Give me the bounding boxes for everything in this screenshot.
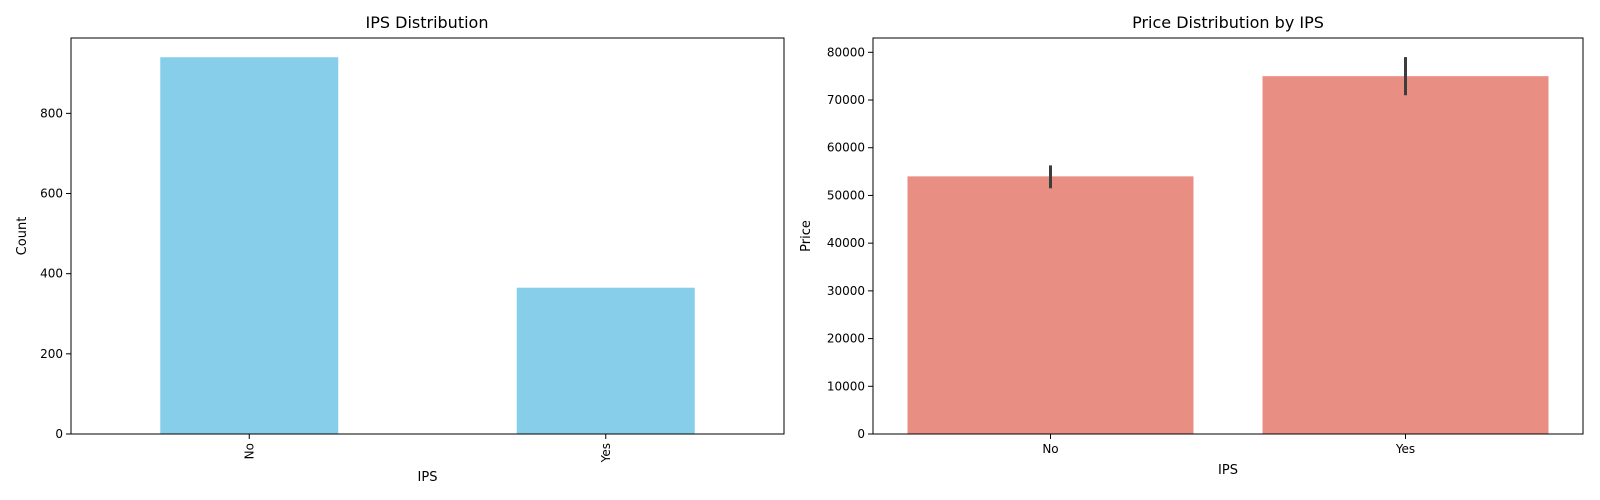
y-tick-label: 600 [40, 187, 63, 201]
bars [160, 57, 695, 435]
error-bars [1049, 57, 1407, 189]
y-axis-ticks: 0 200 400 600 800 [40, 106, 71, 441]
y-axis-ticks: 0 10000 20000 30000 40000 50000 60000 70000 8000… [827, 45, 873, 441]
bar-no [907, 176, 1194, 434]
bar-no [160, 57, 339, 435]
y-tick-label: 400 [40, 267, 63, 281]
chart-title: IPS Distribution [366, 13, 489, 32]
x-tick-label: No [1042, 442, 1058, 456]
y-tick-label: 200 [40, 347, 63, 361]
x-tick-label: Yes [1395, 442, 1415, 456]
y-axis-label: Count [15, 217, 30, 256]
ips-distribution-chart: IPS Distribution 0 200 400 600 800 No Yes IPS… [15, 13, 785, 485]
y-axis-label: Price [799, 220, 814, 252]
x-axis-ticks: No Yes [242, 434, 613, 463]
y-tick-label: 60000 [827, 141, 865, 155]
x-axis-ticks: No Yes [1042, 434, 1415, 456]
x-axis-label: IPS [418, 470, 438, 485]
plot-frame [872, 37, 1584, 435]
y-tick-label: 30000 [827, 284, 865, 298]
bar-yes [1262, 76, 1549, 435]
x-tick-label: No [242, 443, 256, 459]
price-distribution-chart: Price Distribution by IPS 0 10000 20000 300… [799, 13, 1584, 478]
x-tick-label: Yes [599, 443, 613, 463]
y-tick-label: 70000 [827, 93, 865, 107]
plot-frame [70, 37, 785, 435]
y-tick-label: 20000 [827, 332, 865, 346]
chart-title: Price Distribution by IPS [1132, 13, 1324, 32]
bar-yes [516, 287, 695, 434]
y-tick-label: 0 [857, 427, 865, 441]
y-tick-label: 0 [55, 427, 63, 441]
y-tick-label: 40000 [827, 236, 865, 250]
y-tick-label: 800 [40, 106, 63, 120]
y-tick-label: 10000 [827, 379, 865, 393]
bars [907, 76, 1549, 435]
x-axis-label: IPS [1218, 463, 1238, 478]
y-tick-label: 80000 [827, 45, 865, 59]
y-tick-label: 50000 [827, 188, 865, 202]
